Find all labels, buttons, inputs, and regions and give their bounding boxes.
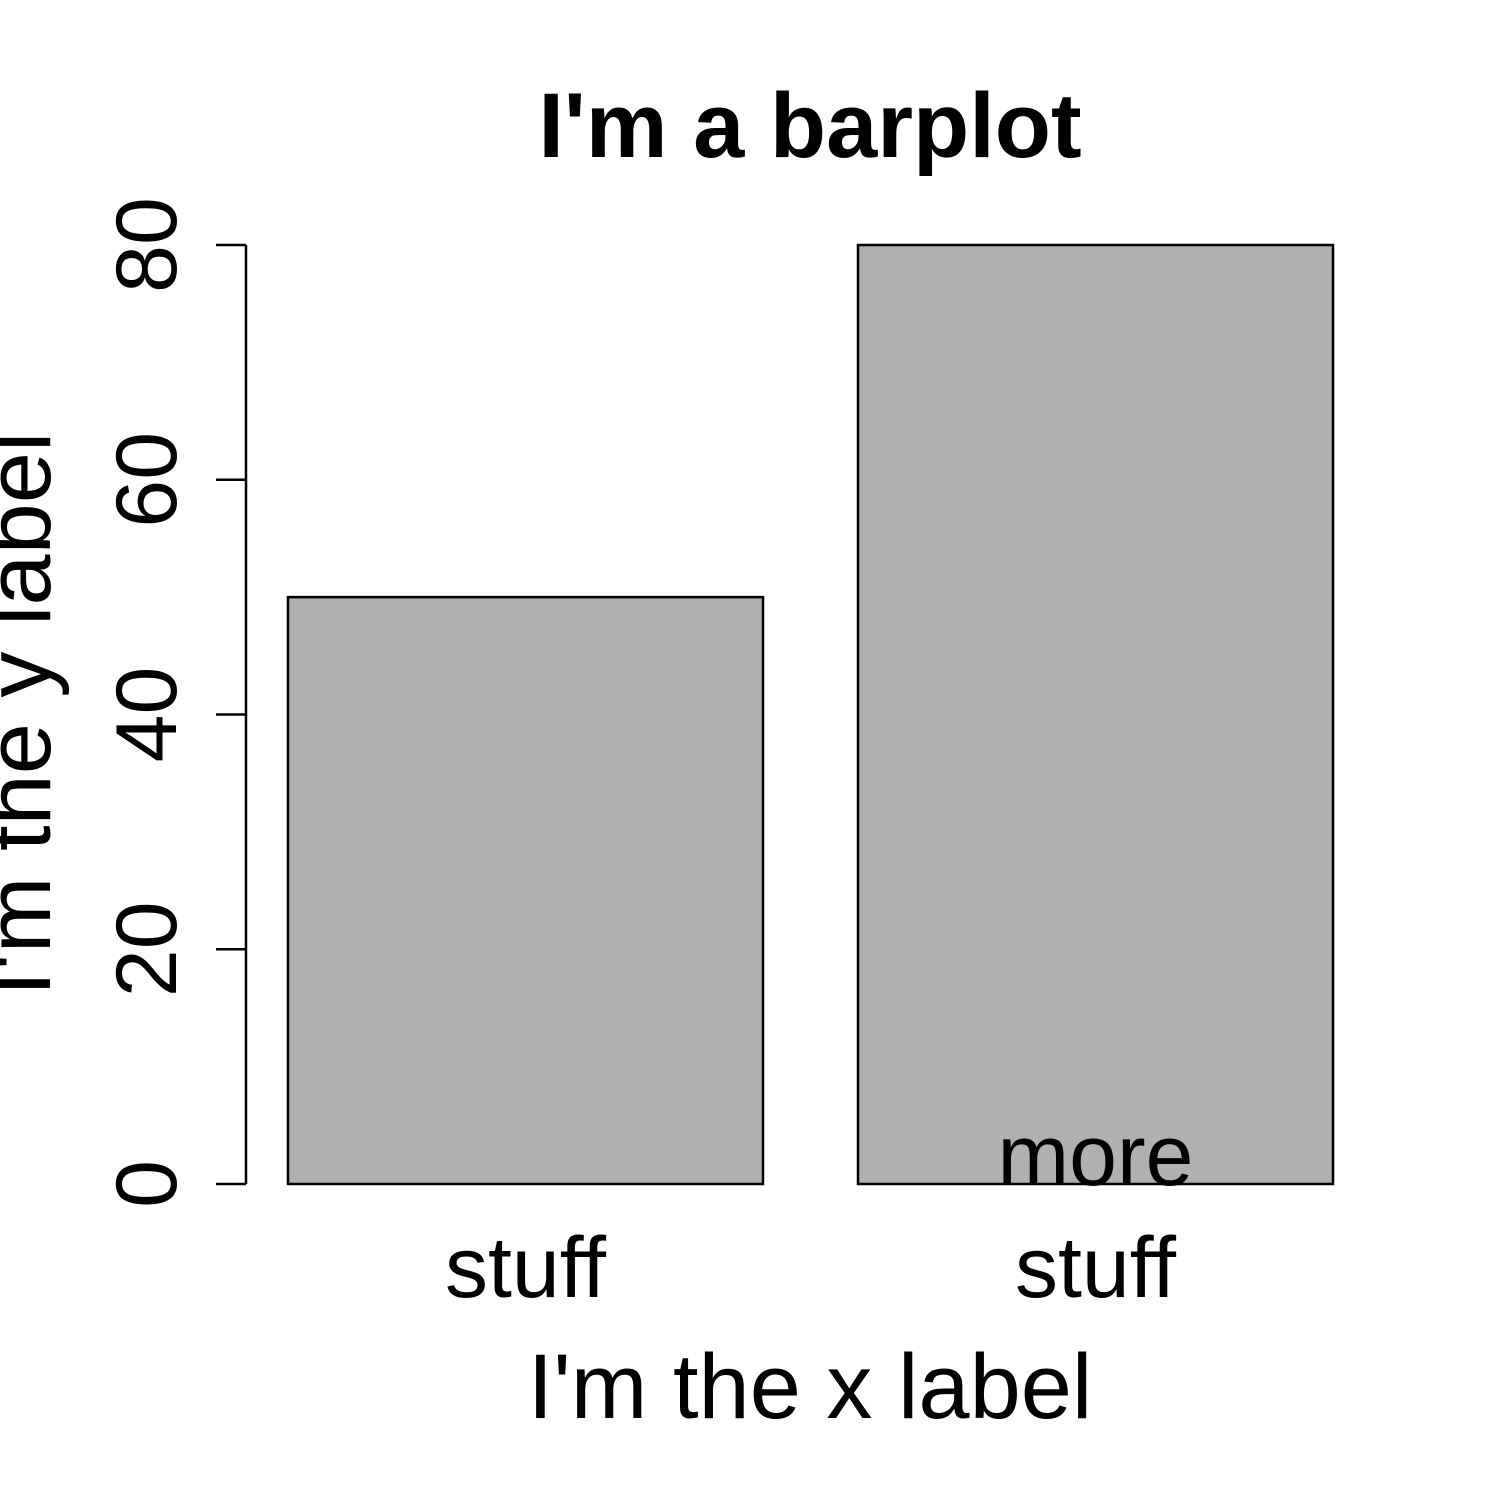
x-axis-title: I'm the x label bbox=[528, 1336, 1093, 1438]
y-axis-title: I'm the y label bbox=[0, 432, 70, 997]
y-tick-label: 80 bbox=[99, 197, 195, 293]
x-category-label: stuff bbox=[445, 1220, 607, 1316]
y-tick-label: 0 bbox=[99, 1160, 195, 1208]
bar bbox=[286, 595, 765, 1186]
y-tick-label: 40 bbox=[99, 667, 195, 763]
bar bbox=[856, 243, 1335, 1186]
chart-title: I'm a barplot bbox=[538, 75, 1081, 177]
y-axis: 0 20 40 60 80 bbox=[99, 197, 248, 1208]
y-tick-label: 20 bbox=[99, 901, 195, 997]
x-category-labels: stuff more stuff bbox=[445, 1108, 1193, 1316]
x-category-label: more bbox=[998, 1108, 1194, 1204]
y-tick-label: 60 bbox=[99, 432, 195, 528]
x-category-label: stuff bbox=[1015, 1220, 1177, 1316]
bars bbox=[286, 243, 1335, 1186]
